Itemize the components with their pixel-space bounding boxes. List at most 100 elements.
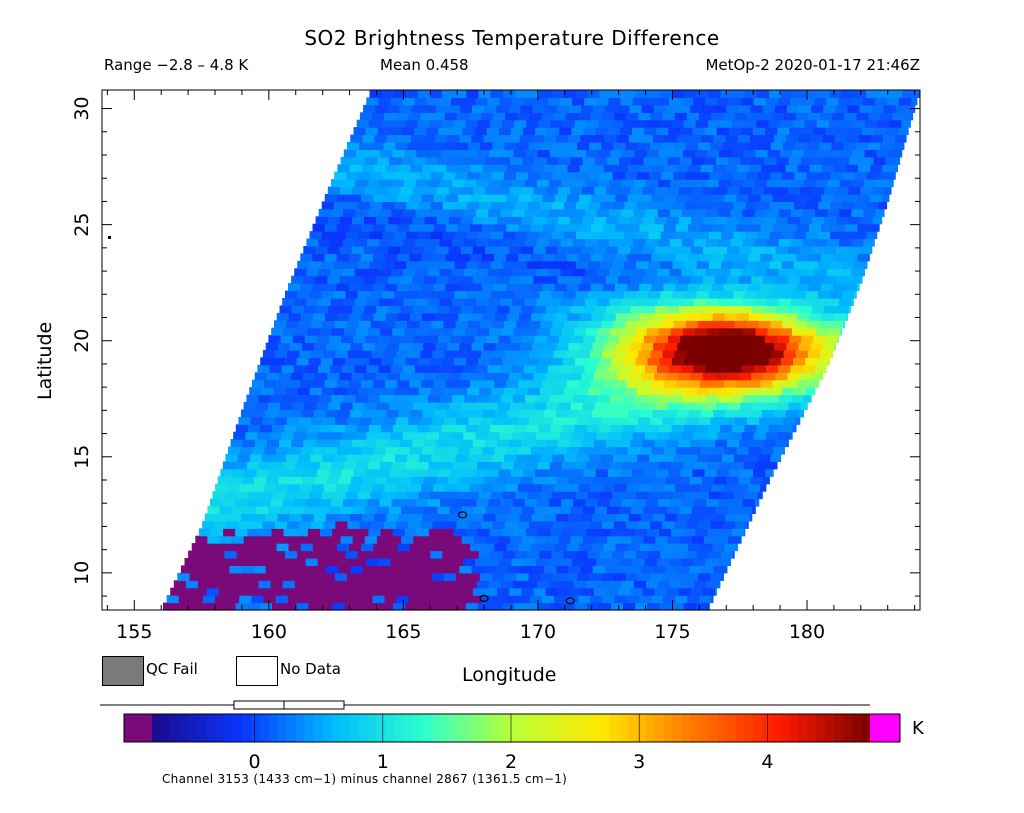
data-cell	[333, 550, 347, 559]
data-cell	[498, 535, 511, 544]
data-cell	[544, 565, 557, 574]
data-cell	[321, 550, 334, 559]
data-cell	[425, 402, 438, 410]
data-cell	[510, 506, 523, 514]
data-cell	[281, 558, 295, 566]
data-cell	[434, 164, 447, 173]
data-cell	[791, 149, 805, 158]
data-cell	[224, 491, 238, 500]
data-cell	[645, 298, 659, 306]
data-cell	[642, 275, 655, 284]
data-cell	[537, 528, 551, 537]
data-cell	[883, 104, 897, 113]
data-cell	[554, 253, 568, 262]
data-cell	[550, 357, 564, 366]
data-cell	[327, 587, 341, 596]
data-cell	[608, 558, 621, 566]
data-cell	[418, 201, 432, 210]
data-cell	[258, 580, 272, 589]
data-cell	[619, 535, 632, 544]
data-cell	[682, 498, 695, 507]
data-cell	[626, 595, 640, 604]
data-cell	[766, 238, 780, 247]
data-cell	[668, 468, 681, 477]
data-cell	[324, 223, 338, 232]
data-cell	[359, 112, 373, 121]
data-cell	[324, 283, 338, 292]
data-cell	[306, 394, 320, 403]
data-cell	[243, 506, 257, 514]
data-cell	[765, 97, 779, 106]
data-cell	[416, 149, 430, 158]
data-cell	[358, 454, 372, 462]
data-cell	[592, 134, 606, 143]
data-cell	[414, 558, 428, 566]
data-cell	[359, 350, 373, 358]
data-cell	[471, 342, 485, 351]
data-cell	[341, 558, 355, 566]
data-cell	[381, 550, 395, 559]
data-cell	[686, 416, 700, 425]
data-cell	[465, 528, 478, 537]
data-cell	[289, 513, 303, 522]
data-cell	[315, 372, 328, 381]
data-cell	[475, 364, 489, 373]
data-cell	[879, 142, 893, 150]
data-cell	[741, 431, 755, 440]
data-cell	[898, 127, 909, 136]
data-cell	[712, 543, 726, 552]
data-cell	[551, 260, 565, 269]
data-cell	[488, 498, 502, 507]
data-cell	[609, 208, 622, 217]
data-cell	[724, 312, 738, 321]
data-cell	[632, 431, 646, 440]
data-cell	[458, 446, 471, 455]
x-tick-label: 180	[789, 621, 825, 643]
data-cell	[225, 572, 239, 581]
data-cell	[407, 572, 421, 581]
data-cell	[654, 246, 668, 254]
data-cell	[790, 238, 804, 247]
data-cell	[678, 372, 692, 381]
data-cell	[885, 156, 899, 165]
data-cell	[355, 580, 369, 589]
data-cell	[757, 90, 770, 98]
data-cell	[363, 476, 376, 485]
data-cell	[266, 476, 279, 485]
data-cell	[554, 223, 568, 232]
data-cell	[745, 201, 759, 210]
data-cell	[397, 194, 411, 202]
data-cell	[409, 283, 422, 292]
data-cell	[537, 580, 550, 589]
data-cell	[761, 312, 774, 321]
data-cell	[762, 104, 776, 113]
data-cell	[663, 194, 677, 202]
data-cell	[382, 201, 395, 210]
data-cell	[406, 387, 420, 396]
data-cell	[582, 186, 595, 195]
data-cell	[315, 439, 329, 448]
data-cell	[614, 483, 628, 492]
data-cell	[348, 483, 361, 492]
data-cell	[401, 156, 414, 165]
data-cell	[460, 275, 474, 284]
data-cell	[278, 476, 291, 485]
data-cell	[851, 208, 865, 217]
data-cell	[421, 446, 435, 455]
data-cell	[718, 208, 731, 217]
data-cell	[398, 164, 411, 173]
data-cell	[830, 201, 843, 210]
data-cell	[351, 246, 365, 254]
data-cell	[625, 572, 639, 581]
data-cell	[755, 461, 769, 470]
data-cell	[510, 127, 524, 136]
data-cell	[437, 156, 451, 165]
data-cell	[849, 156, 862, 165]
data-cell	[440, 149, 454, 158]
data-cell	[524, 268, 537, 277]
data-cell	[728, 156, 741, 165]
data-cell	[369, 90, 383, 98]
data-cell	[725, 409, 738, 418]
data-cell	[354, 268, 368, 277]
data-cell	[376, 587, 389, 596]
